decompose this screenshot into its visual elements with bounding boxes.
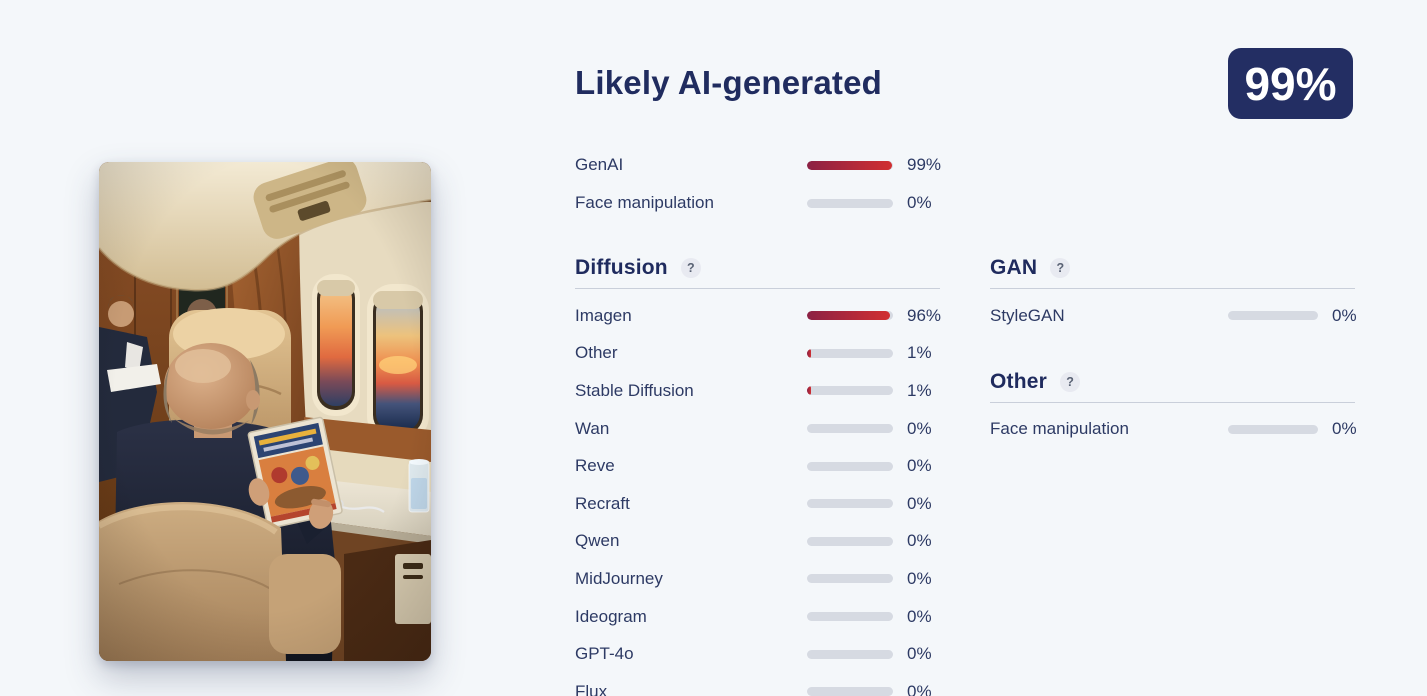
probability-row: Imagen 96% [575,297,942,335]
model-label: Stable Diffusion [575,380,694,400]
probability-value: 0% [907,193,932,212]
overall-score-badge: 99% [1228,48,1353,119]
section-divider [990,401,1355,403]
probability-row: Face manipulation 0% [575,184,940,222]
section-header: Other ? [990,362,1355,402]
probability-value: 0% [907,531,932,551]
probability-bar [807,386,893,396]
gan-other-column: GAN ? StyleGAN 0% Other ? Face manipulat… [990,248,1357,449]
model-label: Face manipulation [990,419,1129,439]
probability-bar [1228,424,1318,434]
section-title: Other [990,369,1048,393]
probability-bar [807,536,893,546]
probability-bar [807,348,893,358]
probability-value: 0% [907,456,932,476]
model-label: Other [575,343,618,363]
probability-bar [807,198,893,208]
probability-bar [807,499,893,509]
uploaded-image-preview [99,162,431,661]
other-probability-list: Face manipulation 0% [990,403,1357,449]
probability-row: StyleGAN 0% [990,297,1357,335]
section-title: GAN [990,256,1038,279]
probability-row: Recraft 0% [575,485,940,523]
probability-bar [1228,311,1318,321]
probability-row: Other 1% [575,335,940,373]
probability-value: 0% [907,568,932,588]
probability-bar-fill [807,311,890,321]
probability-value: 0% [1332,419,1357,439]
probability-bar [807,612,893,622]
probability-row: GenAI 99% [575,146,942,184]
summary-probability-list: GenAI 99% Face manipulation 0% [575,146,942,222]
probability-value: 0% [907,606,932,626]
gan-probability-list: StyleGAN 0% [990,289,1357,335]
probability-row: Ideogram 0% [575,598,940,636]
help-icon[interactable]: ? [680,258,701,278]
probability-row: Flux 0% [575,673,940,696]
model-label: MidJourney [575,568,663,588]
probability-bar [807,311,893,321]
model-label: Imagen [575,305,632,325]
probability-row: Reve 0% [575,447,940,485]
diffusion-probability-list: Imagen 96% Other 1% Stable Diffusion 1% … [575,289,942,696]
probability-row: GPT-4o 0% [575,635,940,673]
model-label: GPT-4o [575,644,634,664]
probability-row: MidJourney 0% [575,560,940,598]
section-gan: GAN ? StyleGAN 0% [990,248,1357,335]
probability-bar [807,160,893,170]
page-title: Likely AI-generated [575,64,883,101]
section-diffusion: Diffusion ? Imagen 96% Other 1% Stable D… [575,248,942,696]
probability-bar-fill [807,160,893,170]
diffusion-column: Diffusion ? Imagen 96% Other 1% Stable D… [575,248,942,696]
probability-value: 0% [907,493,932,513]
probability-value: 1% [907,380,932,400]
model-label: Wan [575,418,610,438]
probability-value: 96% [907,305,942,325]
section-title: Diffusion [575,256,668,279]
model-label: Recraft [575,493,630,513]
probability-bar [807,424,893,434]
probability-row: Wan 0% [575,410,940,448]
model-label: Flux [575,681,608,696]
probability-value: 1% [907,343,932,363]
section-divider [990,288,1355,289]
section-other: Other ? Face manipulation 0% [990,362,1357,449]
probability-bar [807,649,893,659]
model-label: Face manipulation [575,193,714,212]
model-label: Reve [575,456,615,476]
section-divider [575,288,940,289]
probability-value: 0% [907,681,932,696]
probability-row: Face manipulation 0% [990,411,1357,449]
help-icon[interactable]: ? [1050,258,1071,278]
section-header: GAN ? [990,248,1355,288]
probability-row: Qwen 0% [575,523,940,561]
model-label: Ideogram [575,606,647,626]
model-label: Qwen [575,531,620,551]
model-label: GenAI [575,155,624,174]
probability-value: 0% [1332,305,1357,325]
airplane-cabin-photo [99,162,431,661]
probability-bar [807,461,893,471]
help-icon[interactable]: ? [1060,371,1081,392]
probability-bar [807,574,893,584]
probability-bar [807,687,893,696]
probability-value: 0% [907,644,932,664]
probability-value: 0% [907,418,932,438]
section-header: Diffusion ? [575,248,940,288]
probability-value: 99% [907,155,942,174]
probability-row: Stable Diffusion 1% [575,372,940,410]
probability-bar-fill [807,386,811,396]
model-label: StyleGAN [990,305,1065,325]
probability-bar-fill [807,348,811,358]
